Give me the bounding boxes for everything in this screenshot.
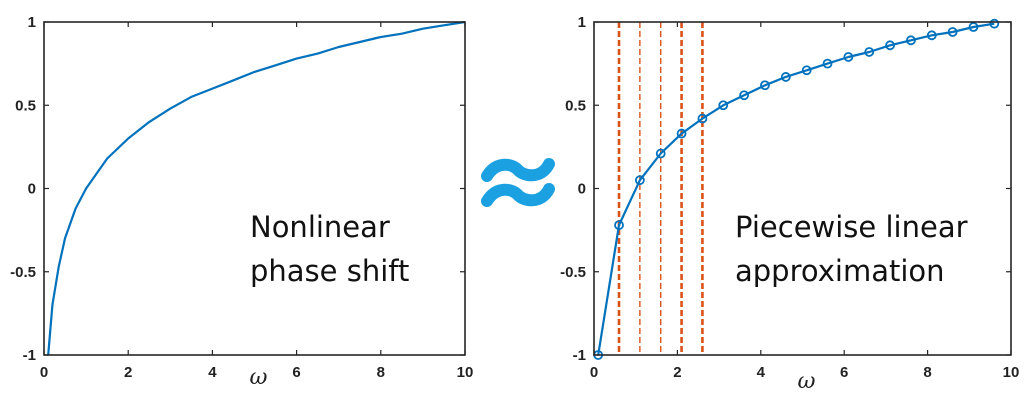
x-tick-label: 8: [923, 364, 931, 381]
x-tick-label: 10: [457, 364, 474, 381]
approximately-equal-icon: [481, 158, 555, 207]
x-tick-label: 4: [757, 364, 766, 381]
x-tick-label: 10: [1003, 364, 1020, 381]
data-point: [843, 52, 854, 62]
y-tick-label: -0.5: [560, 264, 586, 281]
data-point: [926, 30, 937, 41]
approx-wave: [481, 158, 555, 182]
x-tick-label: 2: [124, 364, 132, 381]
chart-right: 0 2 4 6 8 10 -1 -0.5 0 0.5 1 ω Piecewise linear appro…: [560, 14, 1019, 394]
y-tick-label: 1: [28, 14, 36, 31]
x-axis-label: ω: [250, 365, 268, 390]
plot-area: [594, 22, 1011, 355]
y-tick-label: 0.5: [15, 97, 36, 114]
y-tick-label: -1: [23, 347, 36, 364]
data-point: [718, 100, 729, 111]
x-tick-label: 0: [590, 364, 598, 381]
data-point: [697, 113, 708, 124]
annotation-text: Nonlinear: [250, 210, 390, 244]
x-tick-label: 0: [40, 364, 48, 381]
data-point: [989, 18, 1000, 29]
data-point: [760, 80, 770, 91]
annotation-text: approximation: [735, 254, 945, 288]
data-point: [801, 65, 812, 76]
data-point: [822, 58, 833, 69]
approx-wave: [481, 183, 555, 207]
y-tick-label: 0: [28, 181, 36, 198]
data-point: [614, 220, 624, 231]
y-tick-label: -0.5: [10, 264, 36, 281]
x-tick-label: 6: [840, 364, 848, 381]
series-line: [47, 20, 466, 356]
chart-left: 0 2 4 6 8 10 -1 -0.5 0 0.5 1 ω Nonlinear phase shift: [10, 14, 473, 390]
data-point: [947, 27, 958, 37]
data-point: [655, 148, 666, 159]
data-point: [739, 90, 750, 101]
annotation-text: Piecewise linear: [735, 210, 968, 244]
y-tick-label: -1: [573, 347, 586, 364]
data-point: [885, 40, 895, 51]
x-tick-label: 2: [673, 364, 681, 381]
x-axis-label: ω: [798, 369, 816, 394]
y-tick-label: 1: [578, 14, 586, 31]
data-point: [864, 47, 875, 57]
y-tick-label: 0.5: [565, 97, 586, 114]
y-tick-label: 0: [578, 181, 586, 198]
data-point: [968, 22, 979, 32]
data-point: [634, 175, 645, 186]
x-tick-label: 4: [208, 364, 217, 381]
x-tick-label: 8: [377, 364, 385, 381]
data-point: [906, 35, 916, 46]
plot-area: [44, 22, 465, 355]
annotation-text: phase shift: [250, 254, 409, 288]
x-tick-label: 6: [292, 364, 300, 381]
data-point: [676, 128, 687, 139]
data-point: [780, 72, 791, 82]
